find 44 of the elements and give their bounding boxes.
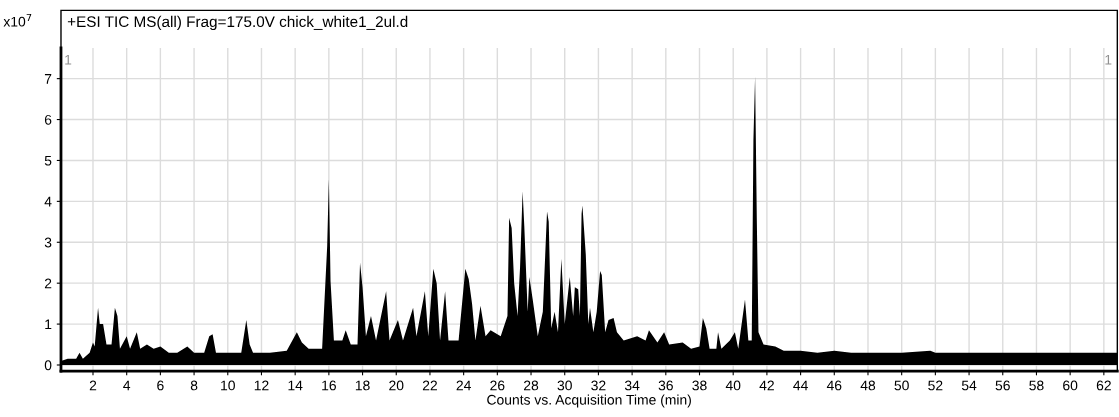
x-tick-label: 28	[524, 380, 539, 391]
x-tick-label: 12	[254, 380, 269, 391]
y-tick-label: 5	[44, 155, 52, 166]
x-tick-label: 36	[658, 380, 673, 391]
x-tick-label: 8	[190, 380, 198, 391]
x-axis-title: Counts vs. Acquisition Time (min)	[487, 394, 691, 408]
y-axis-title: x10$^{7}$	[3, 14, 32, 27]
chart-title: +ESI TIC MS(all) Frag=175.0V chick_white1_2ul.d	[67, 15, 408, 31]
x-tick-label: 62	[1096, 380, 1111, 391]
x-tick-label: 2	[89, 380, 97, 391]
x-tick-label: 52	[928, 380, 943, 391]
x-tick-label: 30	[557, 380, 572, 391]
x-tick-label: 26	[490, 380, 505, 391]
y-tick-label: 6	[44, 114, 52, 125]
y-tick-label: 3	[44, 237, 52, 248]
x-tick-label: 50	[894, 380, 909, 391]
x-tick-label: 32	[591, 380, 606, 391]
x-tick-label: 48	[860, 380, 876, 391]
x-tick-label: 42	[759, 380, 774, 391]
x-tick-label: 38	[692, 380, 707, 391]
annotation: 1	[1105, 54, 1112, 65]
annotation: 1	[65, 54, 72, 65]
x-tick-label: 4	[123, 380, 131, 391]
x-tick-label: 14	[288, 380, 303, 391]
x-tick-label: 24	[456, 380, 471, 391]
x-tick-label: 20	[389, 380, 404, 391]
y-tick-label: 0	[44, 360, 52, 371]
x-tick-label: 58	[1029, 380, 1044, 391]
x-tick-label: 10	[221, 380, 235, 391]
x-tick-label: 34	[624, 380, 640, 391]
y-tick-label: 2	[44, 278, 52, 289]
y-tick-label: 4	[44, 196, 52, 207]
x-tick-label: 44	[793, 380, 808, 391]
x-tick-label: 22	[422, 380, 437, 391]
x-tick-label: 6	[157, 380, 164, 391]
x-tick-label: 18	[355, 380, 370, 391]
y-tick-label: 7	[44, 74, 52, 84]
x-tick-label: 40	[725, 380, 741, 391]
x-tick-label: 56	[995, 380, 1010, 391]
x-tick-label: 16	[322, 380, 336, 391]
x-tick-label: 54	[961, 380, 977, 391]
x-tick-label: 46	[826, 380, 842, 391]
x-tick-label: 60	[1063, 380, 1078, 391]
y-tick-label: 1	[45, 319, 52, 330]
